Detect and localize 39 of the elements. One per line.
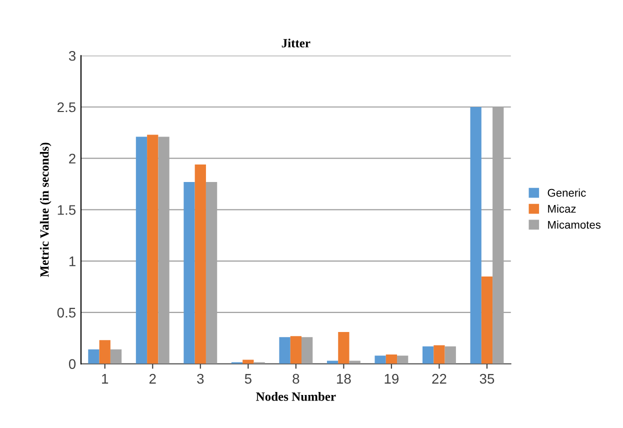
x-tick-label: 35 xyxy=(480,374,494,384)
x-tick-label: 22 xyxy=(432,374,446,384)
legend-label: Micaz xyxy=(548,204,576,213)
y-tick-label: 2 xyxy=(69,154,76,164)
bar xyxy=(279,337,290,364)
y-tick-label: 0.5 xyxy=(57,308,76,318)
x-axis-title: Nodes Number xyxy=(256,392,336,401)
bar xyxy=(422,346,434,364)
bar xyxy=(147,134,158,364)
bar xyxy=(194,164,206,364)
x-tick-label: 2 xyxy=(149,374,156,384)
bar xyxy=(88,349,100,364)
bar xyxy=(386,354,398,364)
bar xyxy=(242,360,254,364)
y-tick-label: 2.5 xyxy=(58,102,76,112)
bar xyxy=(184,182,195,364)
y-tick-label: 1 xyxy=(69,256,76,266)
bar xyxy=(434,345,445,364)
bar xyxy=(326,360,338,364)
y-axis-title: Metric Value (in seconds) xyxy=(40,142,52,278)
bar xyxy=(290,336,302,364)
bar xyxy=(481,276,493,364)
y-tick-label: 1.5 xyxy=(58,205,76,215)
bar xyxy=(374,356,386,364)
y-tick-label: 3 xyxy=(68,50,76,61)
bar xyxy=(470,107,482,364)
legend-label: Generic xyxy=(548,188,586,197)
chart-title: Jitter xyxy=(282,38,310,48)
x-tick-label: 3 xyxy=(197,374,204,384)
bar xyxy=(136,136,148,364)
bar xyxy=(338,332,350,364)
x-tick-label: 1 xyxy=(102,374,108,384)
x-tick-label: 18 xyxy=(337,374,351,384)
x-tick-label: 5 xyxy=(244,374,252,384)
y-tick-label: 0 xyxy=(68,359,76,369)
x-tick-label: 8 xyxy=(292,374,300,384)
x-tick-label: 19 xyxy=(384,374,399,384)
bar xyxy=(99,340,110,364)
legend-label: Micamotes xyxy=(548,220,601,229)
